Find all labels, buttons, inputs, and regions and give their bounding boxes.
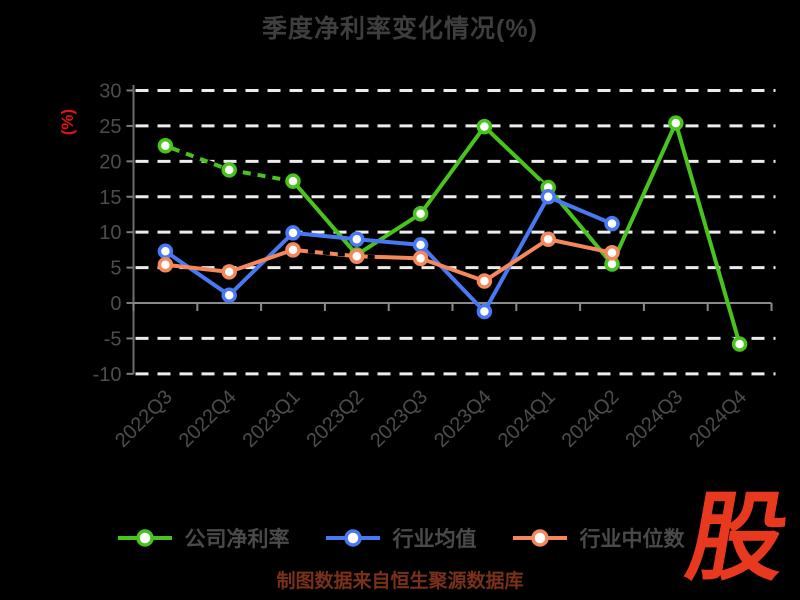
x-tick-label: 2024Q4 (685, 386, 751, 452)
legend: 公司净利率 行业均值 行业中位数 (0, 518, 800, 558)
x-tick-label: 2024Q2 (558, 386, 624, 452)
data-point-marker-2 (476, 273, 493, 289)
data-point-marker-2 (604, 244, 620, 261)
dash-overlay (726, 335, 753, 348)
data-point-marker-1 (476, 303, 493, 320)
data-point-marker-2 (349, 248, 365, 265)
y-tick-label: -10 (93, 364, 122, 386)
data-point-marker-0 (476, 118, 493, 135)
y-tick-label: 30 (99, 81, 121, 103)
data-point-marker-2 (221, 264, 237, 280)
source-note: 制图数据来自恒生聚源数据库 (276, 571, 524, 592)
data-point-marker-2 (157, 257, 174, 273)
data-point-marker-1 (412, 237, 429, 253)
data-point-marker-0 (668, 115, 684, 131)
legend-label: 行业均值 (392, 528, 477, 551)
legend-item-company-net-margin[interactable]: 公司净利率 (116, 523, 290, 553)
y-tick-label: 5 (110, 258, 121, 280)
data-point-marker-2 (285, 242, 301, 258)
data-point-marker-0 (221, 162, 237, 178)
dash-overlay (512, 165, 569, 201)
data-point-marker-1 (285, 225, 301, 241)
data-point-marker-2 (412, 250, 429, 267)
line-marker-icon (512, 529, 567, 547)
data-point-marker-1 (604, 215, 620, 232)
y-tick-label: 20 (99, 151, 121, 173)
y-tick-label: -5 (104, 328, 122, 350)
y-tick-label: 25 (99, 116, 121, 138)
data-point-marker-2 (540, 231, 556, 248)
line-marker-icon (325, 529, 380, 547)
brand-logo: 股 (679, 483, 796, 592)
data-point-marker-1 (221, 287, 237, 303)
y-tick-label: 10 (99, 222, 121, 244)
x-tick-label: 2024Q3 (621, 386, 687, 452)
y-tick-label: 0 (110, 293, 121, 315)
series-line-0 (163, 121, 742, 347)
x-tick-label: 2023Q3 (366, 386, 432, 452)
data-point-marker-0 (157, 138, 174, 154)
legend-label: 公司净利率 (184, 528, 290, 551)
y-tick-label: 15 (99, 187, 121, 209)
x-tick-label: 2022Q3 (111, 386, 177, 452)
line-marker-icon (117, 529, 172, 547)
series-line-2 (163, 237, 614, 284)
legend-item-industry-median[interactable]: 行业中位数 (511, 523, 685, 553)
chart-title: 季度净利率变化情况(%) (262, 15, 538, 43)
data-point-marker-1 (540, 189, 556, 205)
x-tick-label: 2023Q2 (302, 386, 368, 452)
series-line-1 (163, 194, 614, 314)
x-tick-label: 2022Q4 (175, 386, 241, 452)
data-point-marker-1 (157, 243, 174, 260)
data-point-marker-0 (731, 336, 748, 352)
x-tick-label: 2023Q4 (430, 386, 496, 452)
data-point-marker-0 (285, 173, 301, 189)
dash-overlay (164, 143, 294, 184)
legend-label: 行业中位数 (579, 528, 685, 551)
x-tick-label: 2024Q1 (494, 386, 560, 452)
data-point-marker-0 (412, 206, 429, 222)
x-tick-label: 2023Q1 (239, 386, 305, 452)
data-point-marker-1 (349, 231, 365, 248)
legend-item-industry-average[interactable]: 行业均值 (324, 523, 477, 553)
